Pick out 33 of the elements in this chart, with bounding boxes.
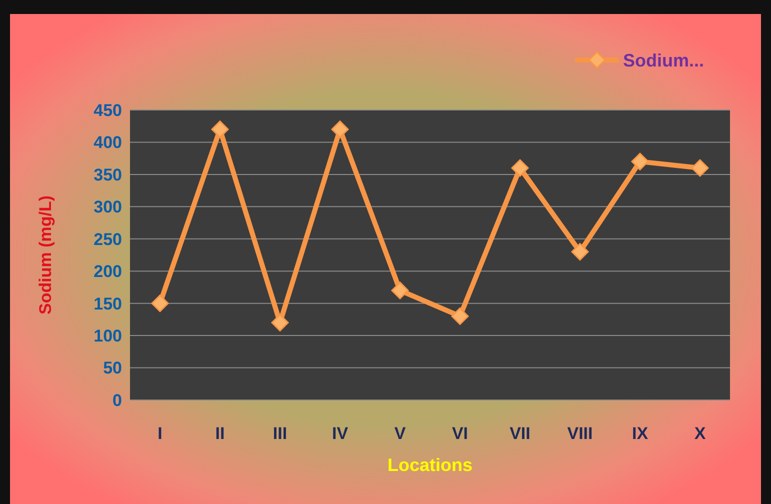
point [571, 243, 589, 261]
point [511, 159, 529, 177]
x-tick-label: VIII [567, 424, 593, 443]
y-tick-label: 250 [94, 230, 122, 249]
y-tick-label: 350 [94, 165, 122, 184]
x-tick-label: V [394, 424, 406, 443]
x-tick-label: I [158, 424, 162, 443]
x-tick-label: VII [510, 424, 530, 443]
x-tick-label: X [694, 424, 706, 443]
y-tick-label: 450 [94, 100, 122, 120]
point [631, 152, 649, 170]
point [451, 307, 469, 325]
x-tick-label: IV [332, 424, 349, 443]
y-tick-label: 200 [94, 262, 122, 282]
y-tick-label: 300 [94, 198, 122, 217]
point [691, 159, 709, 177]
point [151, 294, 169, 312]
y-tick-label: 100 [94, 326, 122, 346]
x-axis-title: Locations [387, 455, 473, 475]
x-tick-label: II [215, 424, 225, 443]
point [271, 314, 289, 332]
legend-label: Sodium... [623, 50, 704, 70]
x-tick-label: VI [452, 424, 468, 443]
y-tick-label: 50 [103, 358, 122, 378]
x-tick-label: III [272, 424, 288, 443]
x-tick-label: IX [632, 424, 649, 443]
point [331, 120, 349, 138]
point [391, 282, 409, 300]
point [211, 120, 229, 138]
y-tick-label: 400 [94, 133, 122, 152]
y-tick-label: 150 [94, 294, 122, 314]
y-axis-title: Sodium (mg/L) [36, 196, 55, 314]
y-tick-label: 0 [112, 390, 122, 410]
